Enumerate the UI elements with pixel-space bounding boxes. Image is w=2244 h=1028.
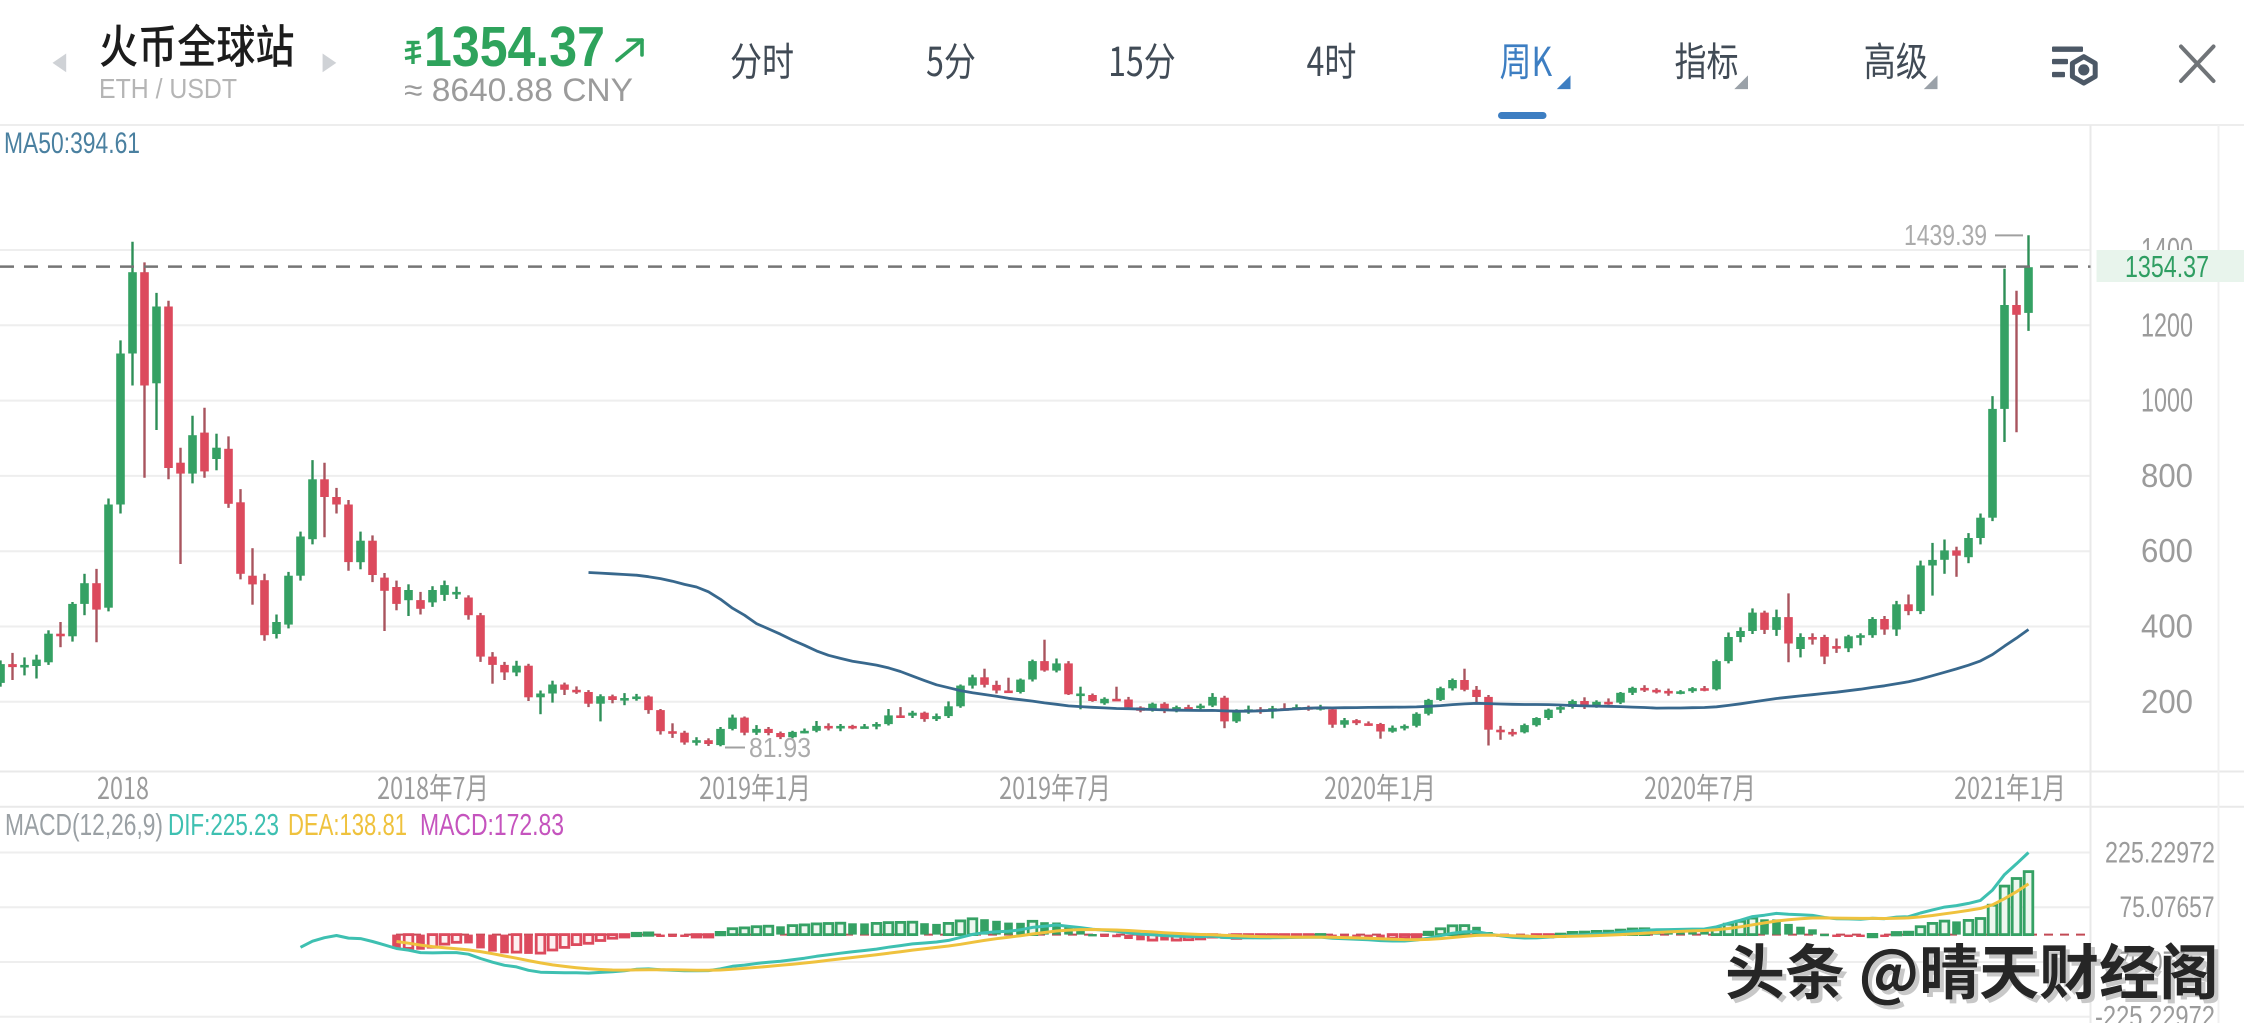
svg-text:MACD:172.83: MACD:172.83	[420, 807, 564, 842]
svg-text:400: 400	[2141, 608, 2193, 645]
svg-text:800: 800	[2141, 457, 2193, 494]
svg-text:DEA:138.81: DEA:138.81	[288, 807, 407, 842]
svg-text:1354.37: 1354.37	[2125, 249, 2209, 284]
svg-text:-225.22972: -225.22972	[2095, 1001, 2215, 1023]
svg-text:1000: 1000	[2141, 382, 2193, 419]
svg-text:1200: 1200	[2141, 306, 2193, 343]
svg-text:≈ 8640.88 CNY: ≈ 8640.88 CNY	[404, 72, 633, 108]
svg-text:1439.39: 1439.39	[1904, 220, 1987, 252]
svg-text:MACD(12,26,9): MACD(12,26,9)	[5, 807, 163, 842]
svg-text:ETH / USDT: ETH / USDT	[99, 73, 237, 104]
svg-text:1354.37: 1354.37	[424, 15, 605, 79]
svg-text:200: 200	[2141, 683, 2193, 720]
svg-text:225.22972: 225.22972	[2105, 837, 2215, 870]
svg-text:81.93: 81.93	[749, 732, 811, 763]
svg-text:DIF:225.23: DIF:225.23	[168, 807, 279, 842]
svg-text:600: 600	[2141, 532, 2193, 569]
svg-text:75.07657: 75.07657	[2120, 891, 2215, 924]
svg-text:MA50:394.61: MA50:394.61	[4, 127, 140, 160]
